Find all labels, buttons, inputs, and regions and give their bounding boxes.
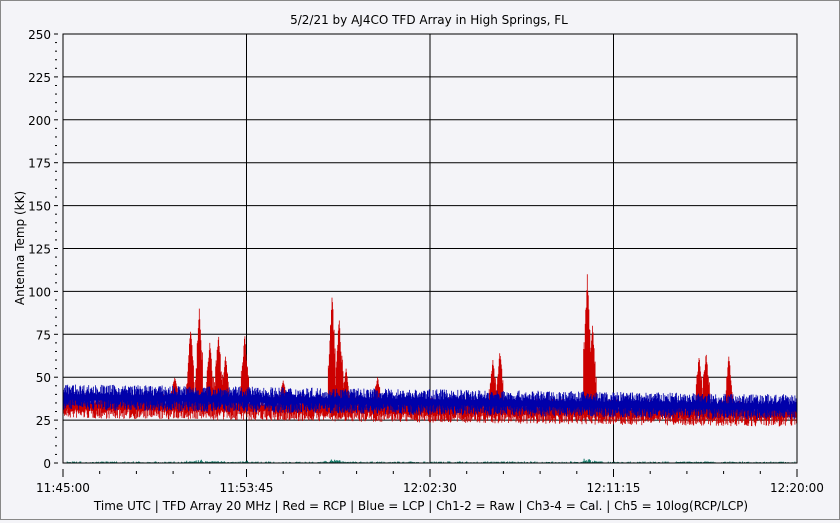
y-tick-label: 175 [28,157,51,171]
plot-frame [62,33,798,464]
y-tick-label: 250 [28,28,51,42]
y-tick-label: 150 [28,200,51,214]
y-axis-label: Antenna Temp (kK) [13,191,27,305]
y-tick-label: 0 [43,457,51,471]
y-tick-label: 125 [28,243,51,257]
chart-title: 5/2/21 by AJ4CO TFD Array in High Spring… [290,13,568,27]
x-tick-label: 12:11:15 [587,481,641,495]
x-tick-label: 11:53:45 [220,481,274,495]
y-tick-label: 25 [36,414,51,428]
y-tick-label: 200 [28,114,51,128]
x-tick-label: 12:02:30 [403,481,457,495]
y-tick-label: 50 [36,371,51,385]
y-tick-label: 225 [28,71,51,85]
y-tick-label: 100 [28,285,51,299]
y-tick-label: 75 [36,328,51,342]
x-tick-label: 11:45:00 [36,481,90,495]
x-axis-label: Time UTC | TFD Array 20 MHz | Red = RCP … [93,499,748,513]
x-tick-label: 12:20:00 [770,481,824,495]
